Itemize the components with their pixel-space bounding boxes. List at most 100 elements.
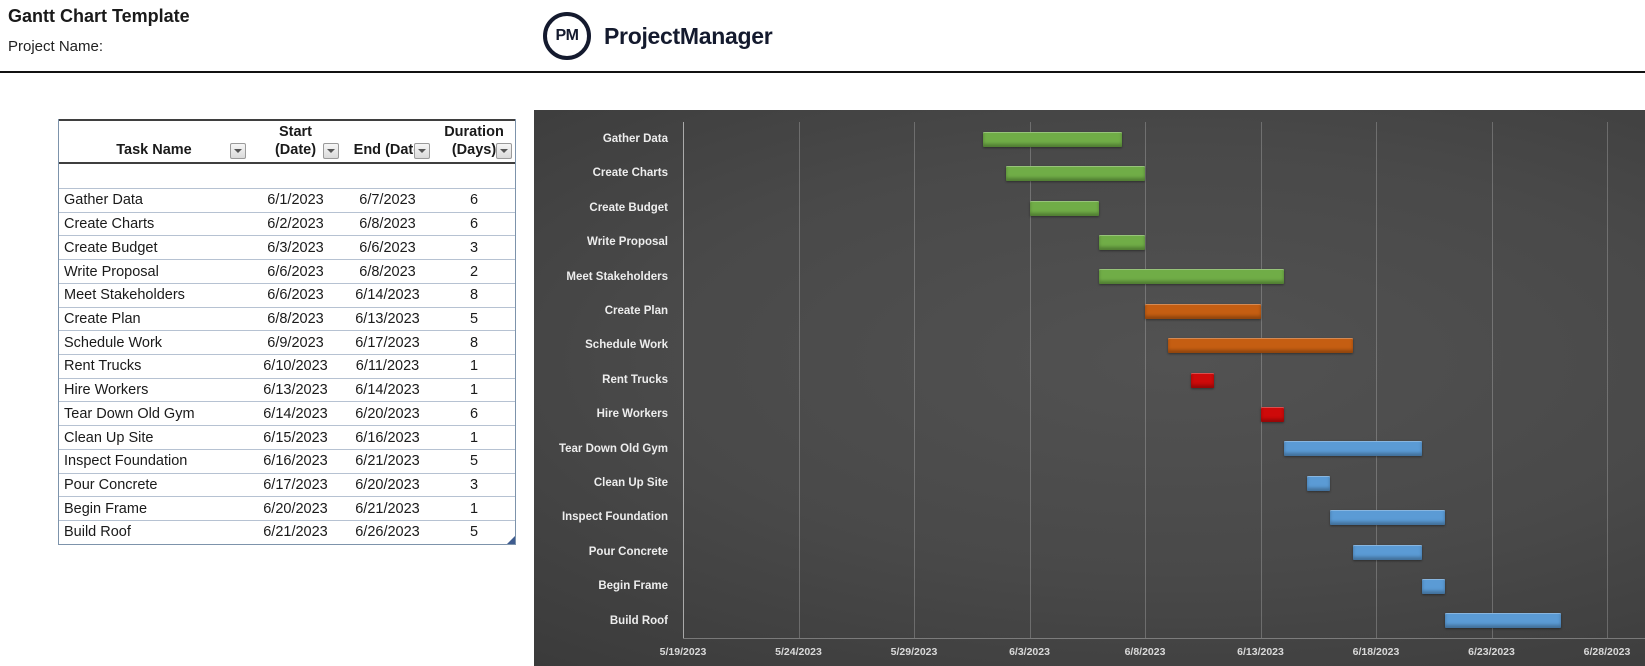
table-row: Inspect Foundation 6/16/2023 6/21/2023 5 [59,450,515,474]
cell-duration[interactable]: 6 [469,405,479,422]
cell-task-name[interactable]: Meet Stakeholders [64,287,185,304]
cell-task-name[interactable]: Pour Concrete [64,476,158,493]
gridline [1145,122,1146,638]
cell-duration[interactable]: 3 [469,476,479,493]
cell-end-date[interactable]: 6/6/2023 [359,239,416,256]
filter-dropdown-button[interactable] [496,143,512,159]
table-row: Create Budget 6/3/2023 6/6/2023 3 [59,236,515,261]
cell-start-date[interactable]: 6/13/2023 [263,382,328,399]
table-row: Schedule Work 6/9/2023 6/17/2023 8 [59,331,515,356]
cell-end-date[interactable]: 6/8/2023 [359,216,416,233]
cell-end-date[interactable]: 6/17/2023 [355,334,420,351]
cell-task-name[interactable]: Clean Up Site [64,429,154,446]
cell-end-date[interactable]: 6/8/2023 [359,263,416,280]
cell-start-date[interactable]: 6/21/2023 [263,524,328,541]
cell-task-name[interactable]: Rent Trucks [64,358,142,375]
gantt-bar-blue[interactable] [1329,510,1446,526]
gantt-bar-red[interactable] [1191,372,1215,388]
cell-task-name[interactable]: Tear Down Old Gym [64,405,195,422]
cell-task-name[interactable]: Gather Data [64,192,143,209]
column-header-0: Task Name [59,121,249,162]
cell-start-date[interactable]: 6/1/2023 [267,192,324,209]
cell-end-date[interactable]: 6/20/2023 [355,405,420,422]
x-axis-tick-label: 6/18/2023 [1352,646,1400,658]
cell-duration[interactable]: 1 [469,358,479,375]
cell-start-date[interactable]: 6/10/2023 [263,358,328,375]
table-row: Write Proposal 6/6/2023 6/8/2023 2 [59,260,515,284]
cell-task-name[interactable]: Create Plan [64,310,141,327]
cell-start-date[interactable]: 6/3/2023 [267,239,324,256]
cell-duration[interactable]: 8 [469,287,479,304]
gantt-bar-blue[interactable] [1283,441,1423,457]
gridline [1607,122,1608,638]
cell-task-name[interactable]: Schedule Work [64,334,163,351]
cell-end-date[interactable]: 6/20/2023 [355,476,420,493]
cell-duration[interactable]: 6 [469,192,479,209]
table-row: Clean Up Site 6/15/2023 6/16/2023 1 [59,426,515,450]
gantt-bar-green[interactable] [1098,269,1284,285]
filter-dropdown-button[interactable] [323,143,339,159]
table-empty-row[interactable] [59,164,515,189]
cell-start-date[interactable]: 6/14/2023 [263,405,328,422]
gantt-bar-red[interactable] [1260,406,1284,422]
cell-duration[interactable]: 5 [469,453,479,470]
cell-duration[interactable]: 1 [469,500,479,517]
cell-duration[interactable]: 1 [469,429,479,446]
gantt-bar-blue[interactable] [1422,578,1446,594]
cell-task-name[interactable]: Create Charts [64,216,155,233]
filter-dropdown-button[interactable] [414,143,430,159]
cell-end-date[interactable]: 6/21/2023 [355,453,420,470]
cell-start-date[interactable]: 6/17/2023 [263,476,328,493]
table-resize-handle[interactable] [507,535,515,544]
cell-task-name[interactable]: Hire Workers [64,382,149,399]
cell-end-date[interactable]: 6/16/2023 [355,429,420,446]
column-header-line2: (Days) [451,142,497,158]
cell-start-date[interactable]: 6/20/2023 [263,500,328,517]
cell-task-name[interactable]: Begin Frame [64,500,148,517]
gantt-bar-green[interactable] [1098,234,1145,250]
table-body: Gather Data 6/1/2023 6/7/2023 6 Create Chart… [59,189,515,544]
gantt-bar-blue[interactable] [1306,475,1330,491]
gantt-bar-blue[interactable] [1352,544,1423,560]
cell-task-name[interactable]: Inspect Foundation [64,453,188,470]
cell-end-date[interactable]: 6/14/2023 [355,287,420,304]
cell-end-date[interactable]: 6/13/2023 [355,310,420,327]
table-row: Pour Concrete 6/17/2023 6/20/2023 3 [59,474,515,498]
task-label: Rent Trucks [602,373,668,386]
cell-task-name[interactable]: Build Roof [64,524,131,541]
gridline [798,122,800,638]
gantt-bar-orange[interactable] [1145,303,1261,319]
cell-start-date[interactable]: 6/8/2023 [267,310,324,327]
task-label: Create Budget [589,201,668,214]
gantt-bar-green[interactable] [1029,200,1099,216]
cell-task-name[interactable]: Write Proposal [64,263,159,280]
page-title: Gantt Chart Template [8,6,190,26]
gantt-bar-orange[interactable] [1168,338,1353,354]
cell-start-date[interactable]: 6/6/2023 [267,287,324,304]
cell-duration[interactable]: 5 [469,524,479,541]
cell-task-name[interactable]: Create Budget [64,239,158,256]
cell-duration[interactable]: 2 [469,263,479,280]
cell-duration[interactable]: 3 [469,239,479,256]
cell-duration[interactable]: 1 [469,382,479,399]
cell-end-date[interactable]: 6/14/2023 [355,382,420,399]
cell-duration[interactable]: 6 [469,216,479,233]
task-label: Create Plan [604,305,668,317]
cell-end-date[interactable]: 6/7/2023 [359,192,416,209]
cell-duration[interactable]: 5 [469,310,479,327]
cell-duration[interactable]: 8 [469,334,479,351]
cell-start-date[interactable]: 6/15/2023 [263,429,328,446]
gantt-bar-green[interactable] [1006,166,1145,182]
gantt-bar-blue[interactable] [1445,613,1561,629]
column-header-line2: End (Date [353,142,422,158]
cell-start-date[interactable]: 6/9/2023 [267,334,324,351]
table-row: Gather Data 6/1/2023 6/7/2023 6 [59,189,515,213]
filter-dropdown-button[interactable] [230,143,246,159]
cell-start-date[interactable]: 6/16/2023 [263,453,328,470]
cell-end-date[interactable]: 6/26/2023 [355,524,420,541]
cell-start-date[interactable]: 6/6/2023 [267,263,324,280]
cell-start-date[interactable]: 6/2/2023 [267,216,324,233]
cell-end-date[interactable]: 6/11/2023 [355,358,420,375]
cell-end-date[interactable]: 6/21/2023 [355,500,420,517]
gantt-bar-green[interactable] [983,131,1122,147]
